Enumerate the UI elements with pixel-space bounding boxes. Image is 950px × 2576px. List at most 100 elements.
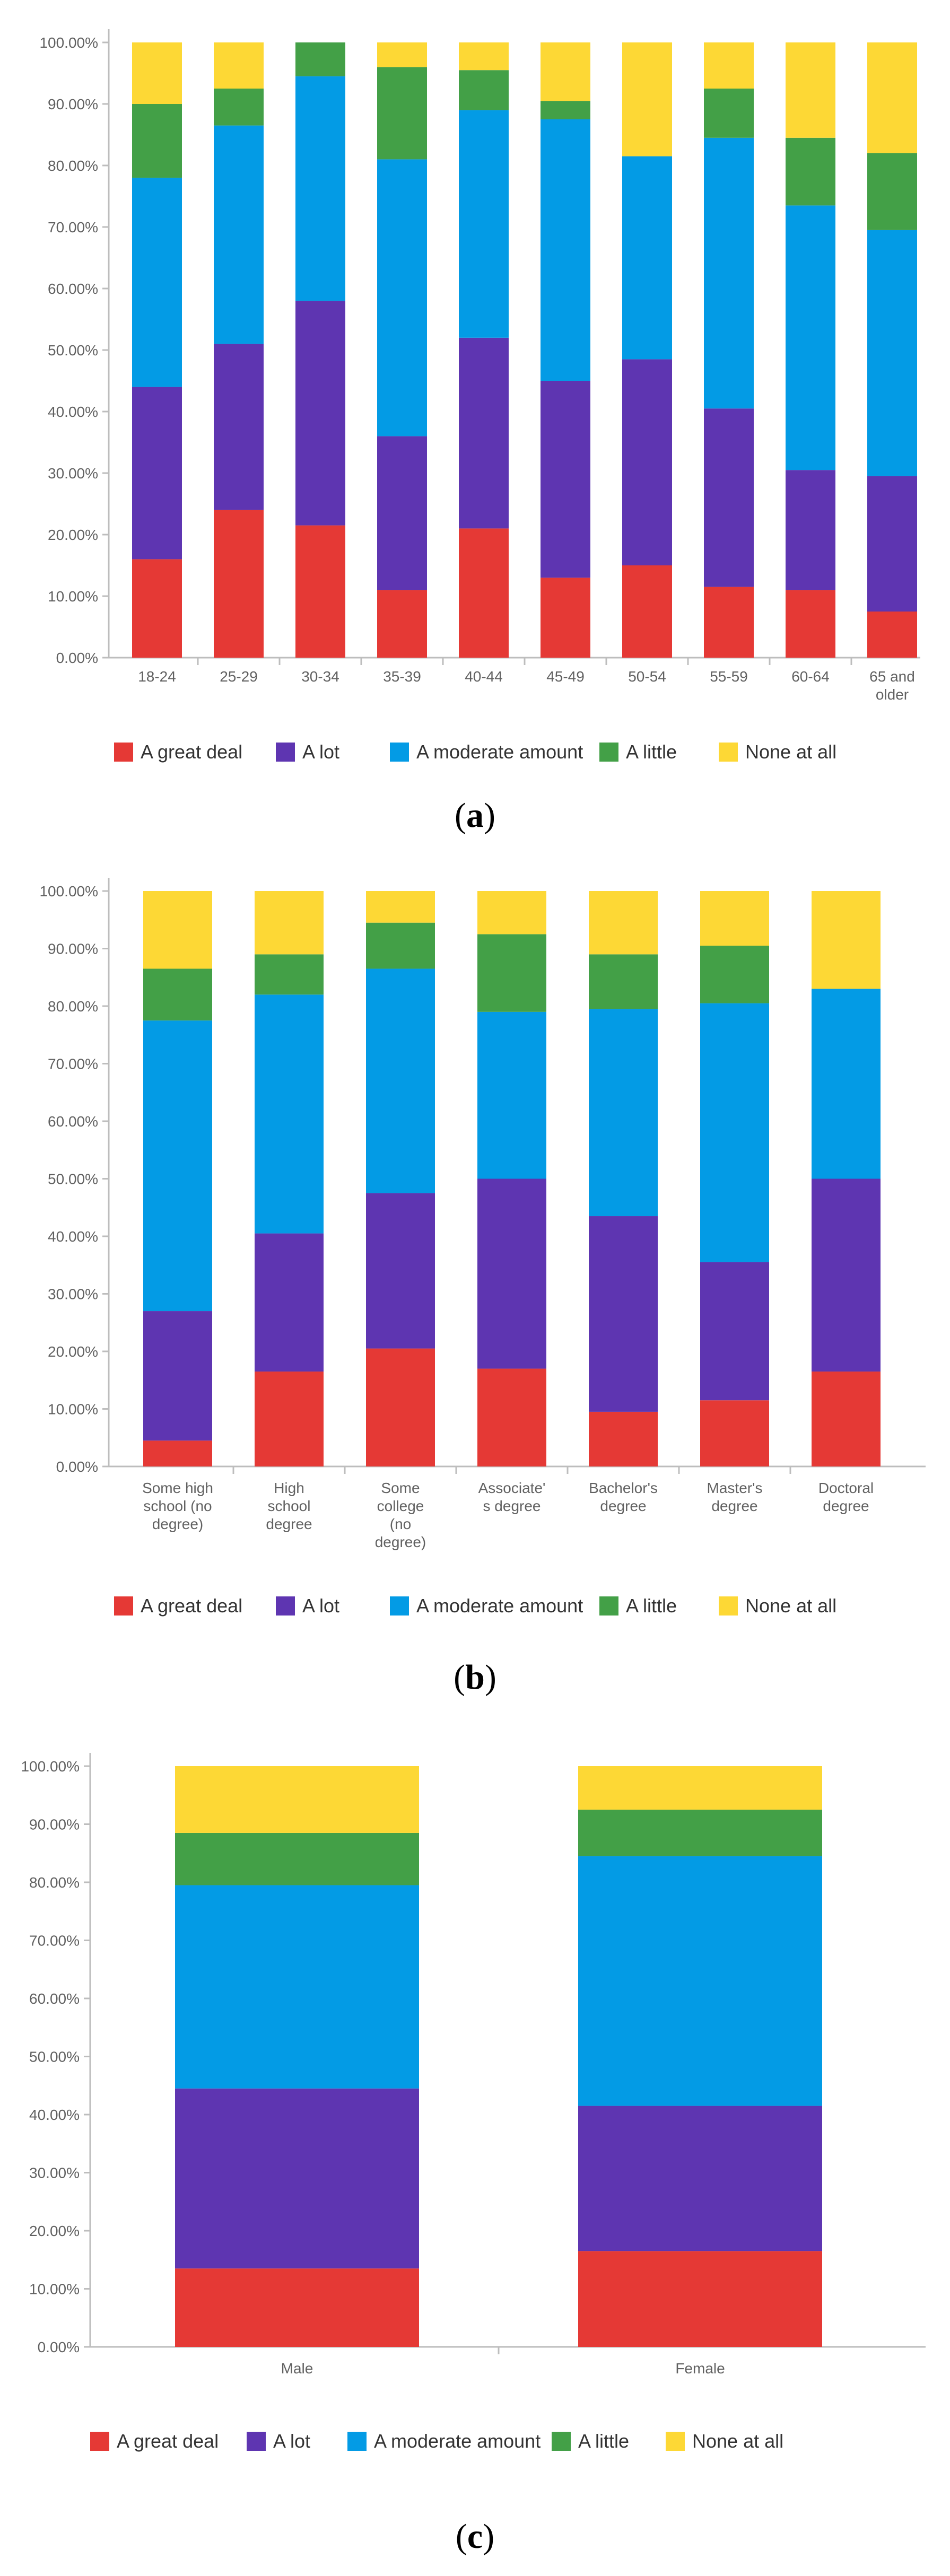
y-tick-label: 60.00% <box>29 1990 80 2007</box>
bar-male-a-lot <box>175 2088 419 2269</box>
legend-label: A moderate amount <box>416 1595 583 1617</box>
legend-item-a-moderate-amount: A moderate amount <box>390 1595 583 1617</box>
x-tick-label-line: 30-34 <box>301 668 339 685</box>
bar-associate-s-degree-a-lot <box>477 1178 546 1369</box>
bar-50-54-a-lot <box>622 359 672 565</box>
bar-high-school-degree-none-at-all <box>255 891 324 955</box>
bar-bachelor-s-degree-none-at-all <box>589 891 658 955</box>
x-tick-label-line: 40-44 <box>465 668 503 685</box>
legend-item-a-lot: A lot <box>276 1595 339 1617</box>
legend-label: A lot <box>273 2430 310 2452</box>
bar-65-and-older-a-little <box>867 153 917 230</box>
bar-some-college-no-degree-a-moderate-amount <box>366 968 435 1193</box>
y-tick-label: 30.00% <box>48 1286 98 1303</box>
x-tick-label-line: Bachelor's <box>589 1480 658 1496</box>
bar-30-34-a-moderate-amount <box>295 76 345 301</box>
x-tick-label-line: school (no <box>143 1498 212 1514</box>
legend-label: A great deal <box>141 741 242 763</box>
bar-30-34-a-lot <box>295 301 345 526</box>
legend-item-none-at-all: None at all <box>719 741 836 763</box>
bar-master-s-degree-a-lot <box>700 1262 769 1401</box>
legend-swatch <box>90 2432 109 2451</box>
x-tick-label-line: 60-64 <box>791 668 830 685</box>
legend-swatch <box>114 1596 133 1616</box>
bar-35-39-a-great-deal <box>377 590 427 658</box>
bar-female-none-at-all <box>578 1766 822 1810</box>
bar-doctoral-degree-a-moderate-amount <box>812 989 881 1179</box>
bar-55-59-none-at-all <box>704 42 754 89</box>
y-tick-label: 50.00% <box>48 1171 98 1187</box>
bar-65-and-older-a-moderate-amount <box>867 230 917 476</box>
x-tick-label-line: 65 and <box>869 668 915 685</box>
x-tick-label-line: Master's <box>707 1480 763 1496</box>
x-tick-label: 55-59 <box>710 668 748 685</box>
bar-55-59-a-moderate-amount <box>704 137 754 409</box>
legend-item-a-little: A little <box>552 2430 629 2452</box>
x-tick-label-line: degree <box>600 1498 646 1514</box>
y-tick-label: 100.00% <box>39 883 98 900</box>
x-tick-label-line: degree) <box>375 1534 426 1550</box>
bar-associate-s-degree-a-great-deal <box>477 1368 546 1466</box>
bar-male-a-little <box>175 1832 419 1885</box>
legend-swatch <box>276 743 295 762</box>
legend-label: A lot <box>302 1595 339 1617</box>
x-tick-label-line: Doctoral <box>818 1480 874 1496</box>
legend-label: None at all <box>745 741 836 763</box>
bar-bachelor-s-degree-a-lot <box>589 1216 658 1412</box>
x-tick-label: Bachelor's degree <box>589 1480 658 1514</box>
y-tick-label: 70.00% <box>29 1933 80 1949</box>
x-tick-label-line: 45-49 <box>546 668 585 685</box>
x-tick-label-line: Associate' <box>478 1480 546 1496</box>
x-tick-label: Some high school (no degree) <box>142 1480 213 1532</box>
y-tick-label: 30.00% <box>29 2165 80 2181</box>
bar-some-high-school-no-degree-a-moderate-amount <box>143 1020 212 1312</box>
bar-female-a-great-deal <box>578 2251 822 2347</box>
y-tick-label: 10.00% <box>48 1401 98 1418</box>
legend-label: A great deal <box>117 2430 219 2452</box>
legend-label: None at all <box>745 1595 836 1617</box>
legend-swatch <box>114 743 133 762</box>
legend-swatch <box>599 743 618 762</box>
y-tick-label: 40.00% <box>48 1228 98 1245</box>
bar-35-39-a-lot <box>377 436 427 590</box>
bar-30-34-a-great-deal <box>295 525 345 658</box>
x-tick-label-line: (no <box>390 1516 411 1532</box>
legend-swatch <box>390 1596 409 1616</box>
bar-high-school-degree-a-lot <box>255 1233 324 1372</box>
legend-item-a-little: A little <box>599 741 677 763</box>
x-tick-label: 65 and older <box>869 668 915 703</box>
bar-45-49-a-little <box>541 101 590 119</box>
bar-45-49-none-at-all <box>541 42 590 101</box>
bar-male-none-at-all <box>175 1766 419 1833</box>
bar-25-29-a-lot <box>214 344 264 510</box>
bar-35-39-a-little <box>377 67 427 160</box>
bar-65-and-older-a-lot <box>867 476 917 612</box>
x-tick-label-line: Female <box>675 2360 725 2377</box>
x-tick-label: High school degree <box>266 1480 312 1532</box>
x-tick-label: 60-64 <box>791 668 830 685</box>
y-tick-label: 30.00% <box>48 465 98 482</box>
legend-item-a-moderate-amount: A moderate amount <box>347 2430 541 2452</box>
bar-high-school-degree-a-little <box>255 954 324 995</box>
legend-swatch <box>390 743 409 762</box>
legend-label: A little <box>578 2430 629 2452</box>
legend-label: A great deal <box>141 1595 242 1617</box>
bar-some-college-no-degree-none-at-all <box>366 891 435 923</box>
bar-some-college-no-degree-a-great-deal <box>366 1348 435 1466</box>
bar-some-college-no-degree-a-little <box>366 922 435 969</box>
bar-bachelor-s-degree-a-little <box>589 954 658 1009</box>
y-tick-label: 70.00% <box>48 1056 98 1072</box>
x-tick-label-line: Some <box>381 1480 420 1496</box>
bar-high-school-degree-a-moderate-amount <box>255 994 324 1234</box>
bar-40-44-none-at-all <box>459 42 509 71</box>
bar-35-39-none-at-all <box>377 42 427 67</box>
legend-item-a-lot: A lot <box>247 2430 310 2452</box>
bar-doctoral-degree-none-at-all <box>812 891 881 989</box>
y-tick-label: 60.00% <box>48 1113 98 1130</box>
panel-label-c: (c) <box>455 2517 495 2556</box>
y-tick-label: 20.00% <box>48 527 98 543</box>
legend-item-a-great-deal: A great deal <box>114 741 242 763</box>
bar-high-school-degree-a-great-deal <box>255 1371 324 1466</box>
y-tick-label: 90.00% <box>48 941 98 957</box>
bar-some-high-school-no-degree-a-little <box>143 968 212 1021</box>
